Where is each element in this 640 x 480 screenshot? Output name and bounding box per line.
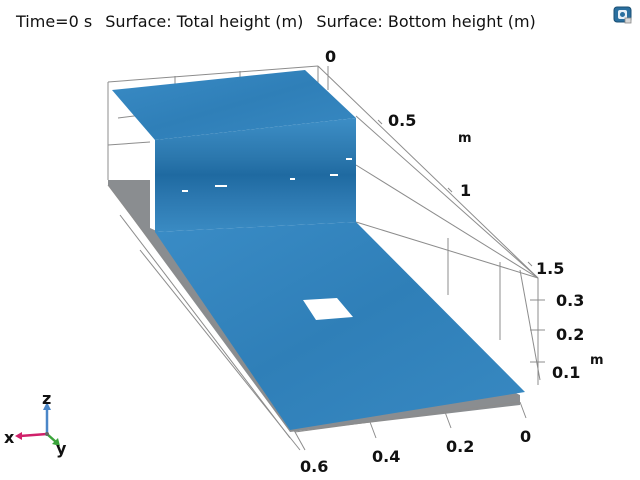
triad-z-label: z (42, 389, 51, 408)
water-lower-surface (155, 222, 525, 430)
obstacle-hole (303, 298, 353, 320)
surface-total-label: Surface: Total height (m) (105, 12, 304, 31)
z-tick-0-1: 0.1 (552, 363, 580, 382)
z-tick-0-3: 0.3 (556, 291, 584, 310)
plot-title: Time=0 s Surface: Total height (m) Surfa… (16, 12, 544, 31)
triad-x-label: x (4, 428, 15, 447)
triad-y-label: y (56, 439, 67, 458)
axis-triad: z x y (4, 389, 67, 458)
z-tick-0-5: 0.5 (388, 111, 416, 130)
x-tick-0: 0 (520, 427, 531, 446)
camera-view-button[interactable] (612, 4, 634, 26)
z-tick-0: 0 (325, 47, 336, 66)
time-label: Time=0 s (16, 12, 93, 31)
camera-view-icon (613, 6, 632, 24)
z-unit-upper: m (458, 131, 472, 146)
back-grid (107, 65, 319, 180)
water-wall-face (155, 118, 356, 232)
z-unit-lower: m (590, 353, 604, 368)
side-grid (317, 65, 545, 385)
surface-bottom-label: Surface: Bottom height (m) (316, 12, 536, 31)
z-tick-1: 1 (460, 181, 471, 200)
x-tick-0-4: 0.4 (372, 447, 400, 466)
x-tick-0-6: 0.6 (300, 457, 328, 476)
z-tick-1-5: 1.5 (536, 259, 564, 278)
wall-foam (182, 158, 352, 192)
z-tick-0-2: 0.2 (556, 325, 584, 344)
x-tick-0-2: 0.2 (446, 437, 474, 456)
water-top-surface (112, 70, 356, 140)
